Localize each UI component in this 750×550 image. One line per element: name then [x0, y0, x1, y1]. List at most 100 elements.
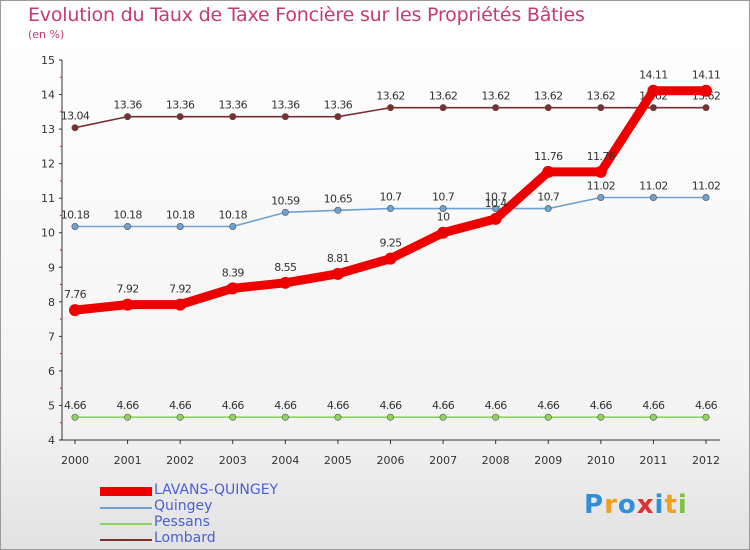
data-point [542, 165, 555, 178]
data-label: 7.92 [117, 283, 139, 296]
data-label: 4.66 [117, 399, 140, 412]
data-point [229, 413, 237, 421]
y-tick-label: 14 [41, 89, 55, 102]
y-tick-label: 6 [48, 365, 55, 378]
data-label: 4.66 [64, 399, 87, 412]
data-label: 4.66 [274, 399, 297, 412]
data-label: 13.62 [587, 90, 616, 103]
data-label: 10.65 [324, 192, 353, 205]
data-point [124, 223, 132, 231]
data-label: 4.66 [327, 399, 350, 412]
data-label: 10.59 [271, 194, 300, 207]
logo-letter: t [664, 490, 678, 520]
legend-item: LAVANS-QUINGEY [100, 482, 400, 500]
data-label: 4.66 [642, 399, 665, 412]
x-tick-label: 2009 [534, 454, 562, 467]
y-tick-label: 8 [48, 296, 55, 309]
data-label: 10.7 [432, 191, 455, 204]
logo-letter: x [636, 490, 655, 520]
data-label: 14.11 [639, 69, 668, 82]
data-label: 13.62 [429, 90, 458, 103]
logo-letter: i [654, 490, 665, 520]
data-point [124, 413, 132, 421]
data-label: 10.7 [537, 191, 560, 204]
data-label: 4.66 [485, 399, 508, 412]
x-tick-label: 2012 [692, 454, 720, 467]
logo-letter: i [677, 490, 688, 520]
legend-swatch [100, 539, 152, 541]
x-tick-label: 2002 [166, 454, 194, 467]
data-point [439, 413, 447, 421]
data-point [281, 208, 289, 216]
legend-item: Quingey [100, 498, 400, 516]
data-point [229, 113, 237, 121]
data-point [71, 223, 79, 231]
data-point [439, 104, 447, 112]
data-point [700, 84, 712, 97]
y-tick-label: 9 [48, 261, 55, 274]
data-label: 11.76 [587, 150, 616, 163]
data-point [386, 205, 394, 213]
data-label: 13.62 [534, 90, 563, 103]
data-label: 8.81 [327, 252, 349, 265]
data-point [702, 193, 710, 201]
y-tick-label: 12 [41, 158, 55, 171]
x-tick-label: 2007 [429, 454, 457, 467]
data-point [281, 413, 289, 421]
data-point [594, 165, 607, 178]
data-label: 10.4 [485, 197, 508, 210]
data-point [279, 276, 292, 289]
proxiti-logo: Proxiti [584, 490, 688, 520]
data-label: 4.66 [695, 399, 718, 412]
x-tick-label: 2006 [377, 454, 405, 467]
data-point [386, 104, 394, 112]
data-label: 13.36 [219, 99, 248, 112]
data-point [702, 413, 710, 421]
data-label: 13.36 [166, 99, 195, 112]
data-label: 8.39 [222, 266, 245, 279]
data-label: 10.18 [113, 209, 142, 222]
data-point [544, 205, 552, 213]
data-point [384, 252, 397, 265]
data-point [334, 413, 342, 421]
logo-letter: P [584, 490, 605, 520]
legend-label: Pessans [154, 514, 210, 530]
x-tick-label: 2000 [61, 454, 89, 467]
legend-swatch [100, 507, 152, 509]
data-label: 11.02 [692, 179, 721, 192]
data-label: 11.76 [534, 150, 563, 163]
x-tick-label: 2010 [587, 454, 615, 467]
data-point [124, 113, 132, 121]
data-point [439, 205, 447, 213]
data-point [649, 104, 657, 112]
data-point [649, 413, 657, 421]
y-tick-label: 13 [41, 123, 55, 136]
data-label: 11.02 [587, 179, 616, 192]
data-label: 13.62 [481, 90, 510, 103]
data-point [647, 84, 660, 97]
data-label: 10.7 [379, 191, 402, 204]
data-label: 4.66 [537, 399, 560, 412]
data-point [492, 104, 500, 112]
data-point [226, 282, 239, 295]
data-label: 4.66 [222, 399, 245, 412]
x-tick-label: 2005 [324, 454, 352, 467]
y-tick-label: 4 [48, 434, 55, 447]
data-label: 13.04 [61, 110, 90, 123]
legend-item: Pessans [100, 514, 400, 532]
x-tick-label: 2001 [114, 454, 142, 467]
x-tick-label: 2011 [639, 454, 667, 467]
data-point [174, 298, 187, 311]
data-label: 13.62 [376, 90, 405, 103]
data-point [649, 193, 657, 201]
legend-swatch [100, 487, 152, 496]
data-point [544, 104, 552, 112]
data-label: 4.66 [379, 399, 402, 412]
data-point [492, 413, 500, 421]
data-point [334, 113, 342, 121]
y-tick-label: 7 [48, 330, 55, 343]
data-point [331, 267, 344, 280]
data-point [597, 193, 605, 201]
data-label: 11.02 [639, 179, 668, 192]
